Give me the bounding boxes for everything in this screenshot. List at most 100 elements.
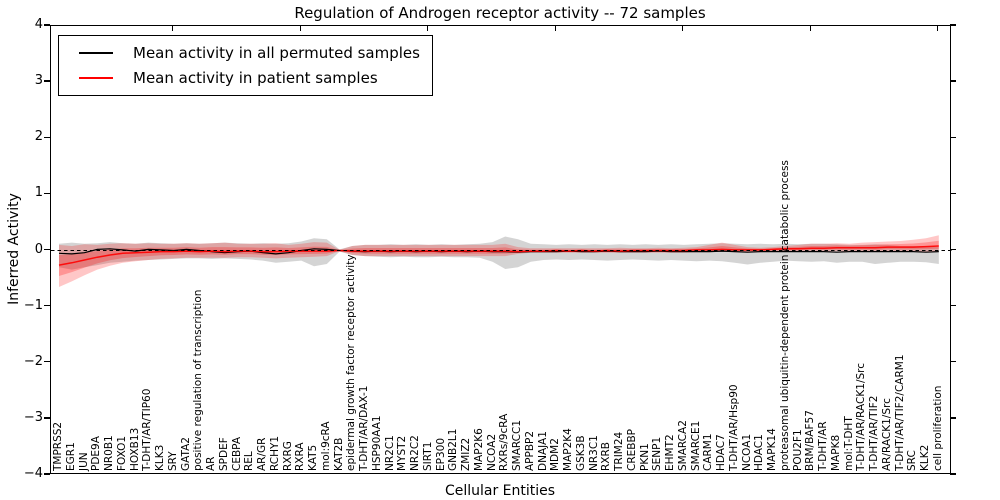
y-tick-mark — [950, 417, 956, 419]
x-category-label: PDE9A — [90, 436, 103, 471]
x-category-label: SRY — [166, 451, 179, 471]
x-category-label: MAPK14 — [766, 428, 778, 471]
y-tick-mark — [44, 473, 50, 475]
x-category-label: GATA2 — [179, 437, 192, 471]
y-tick-mark — [950, 361, 956, 363]
x-category-label: KAT2B — [332, 437, 345, 471]
x-category-label: TRIM24 — [613, 431, 625, 471]
y-tick-label: −3 — [23, 409, 43, 425]
y-tick-label: −4 — [23, 466, 43, 481]
x-category-label: mol:T-DHT — [842, 416, 855, 471]
legend-label-permuted: Mean activity in all permuted samples — [133, 44, 420, 62]
y-tick-label: 2 — [34, 129, 43, 145]
chart-canvas — [51, 235, 952, 287]
x-category-label: NCOA2 — [485, 433, 498, 471]
legend-line-patient — [79, 77, 113, 79]
x-category-label: EHMT2 — [664, 434, 676, 471]
x-category-label: NCOA1 — [740, 433, 753, 471]
y-tick-label: 4 — [34, 17, 43, 32]
y-tick-mark — [950, 192, 956, 195]
x-category-label: DNAJA1 — [536, 431, 549, 471]
x-category-label: SMARCE1 — [689, 420, 702, 471]
x-category-label: T-DHT/AR — [817, 421, 829, 471]
x-category-label: GNB2L1 — [447, 428, 460, 471]
x-category-label: MAP2K4 — [562, 428, 574, 471]
x-category-label: MYST2 — [396, 435, 409, 471]
y-tick-label: 1 — [34, 185, 43, 201]
x-category-label: KLK3 — [154, 444, 166, 471]
x-category-label: JUN — [77, 452, 90, 471]
x-tick-mark — [554, 25, 556, 31]
x-category-label: NR2C1 — [383, 435, 396, 471]
x-category-label: SMARCC1 — [511, 419, 523, 471]
x-category-label: T-DHT/AR/TIP60 — [141, 388, 154, 471]
x-category-label: T-DHT/AR/TIF2 — [868, 395, 880, 471]
x-category-label: REL — [243, 451, 256, 471]
x-category-label: SRC — [906, 450, 919, 471]
x-tick-mark — [427, 25, 429, 31]
x-category-label: RCHY1 — [268, 435, 281, 471]
x-category-label: CARM1 — [702, 433, 715, 471]
x-category-label: BRM/BAF57 — [804, 410, 817, 471]
x-category-label: PKN1 — [638, 443, 651, 471]
x-category-label: SIRT1 — [421, 441, 434, 471]
x-category-label: AR — [205, 456, 217, 471]
y-tick-label: −2 — [23, 353, 43, 369]
y-tick-mark — [44, 248, 50, 251]
x-category-label: AR/GR — [256, 437, 268, 471]
x-category-label: T-DHT/AR/DAX-1 — [358, 385, 370, 471]
x-tick-mark — [809, 25, 811, 31]
patient-confidence-band — [59, 235, 939, 287]
x-category-label: SPDEF — [217, 437, 230, 471]
y-tick-mark — [950, 136, 956, 138]
x-category-label: KLK2 — [919, 444, 931, 471]
x-category-label: epidermal growth factor receptor activit… — [345, 254, 358, 471]
x-category-label: SMARCA2 — [676, 420, 689, 471]
x-category-label: RXRs/9cRA — [498, 413, 511, 471]
legend-item-permuted[interactable]: Mean activity in all permuted samples — [71, 44, 420, 62]
y-tick-mark — [44, 304, 50, 307]
y-tick-mark — [950, 248, 956, 251]
plot-area: Mean activity in all permuted samples Me… — [50, 25, 952, 474]
x-category-label: RXRA — [294, 442, 307, 471]
x-category-label: NR3C1 — [587, 435, 600, 471]
y-tick-mark — [44, 80, 50, 82]
x-category-label: RXRG — [281, 441, 294, 471]
y-tick-label: 3 — [34, 73, 43, 89]
y-tick-mark — [44, 417, 50, 419]
x-category-label: MAP2K6 — [472, 428, 485, 471]
chart-title: Regulation of Androgen receptor activity… — [294, 4, 706, 22]
x-category-label: proteasomal ubiquitin-dependent protein … — [778, 160, 791, 471]
legend-item-patient[interactable]: Mean activity in patient samples — [71, 69, 420, 87]
x-category-label: MAPK8 — [829, 434, 842, 471]
x-category-label: GSK3B — [574, 435, 587, 471]
x-category-label: TMPRSS2 — [52, 421, 64, 471]
y-tick-label: 0 — [34, 241, 43, 257]
x-category-label: T-DHT/AR/RACK1/Src — [855, 362, 868, 471]
legend-label-patient: Mean activity in patient samples — [133, 69, 378, 87]
x-category-label: CEBPA — [230, 436, 243, 471]
x-category-label: EP300 — [434, 437, 447, 471]
x-tick-mark — [299, 25, 301, 31]
x-category-label: POU2F1 — [791, 429, 804, 471]
x-category-label: RXRB — [600, 442, 613, 471]
x-category-label: T-DHT/AR/TIF2/CARM1 — [893, 354, 906, 471]
x-category-label: FOXO1 — [115, 435, 128, 471]
x-tick-mark — [937, 25, 939, 31]
x-category-label: HOXB13 — [128, 427, 141, 471]
x-category-label: ZMIZ2 — [460, 437, 472, 471]
x-category-label: KAT5 — [307, 444, 319, 471]
y-tick-mark — [44, 136, 50, 138]
x-category-label: NR2C2 — [409, 435, 421, 471]
legend-line-permuted — [79, 52, 113, 54]
permuted-confidence-band — [59, 236, 939, 270]
y-tick-mark — [950, 80, 956, 82]
y-tick-mark — [44, 24, 50, 26]
x-category-label: cell proliferation — [931, 385, 944, 471]
y-tick-mark — [950, 304, 956, 307]
x-category-label: HSP90AA1 — [370, 415, 383, 471]
y-tick-label: −1 — [23, 297, 43, 313]
x-tick-mark — [172, 25, 174, 31]
y-tick-mark — [950, 473, 956, 475]
